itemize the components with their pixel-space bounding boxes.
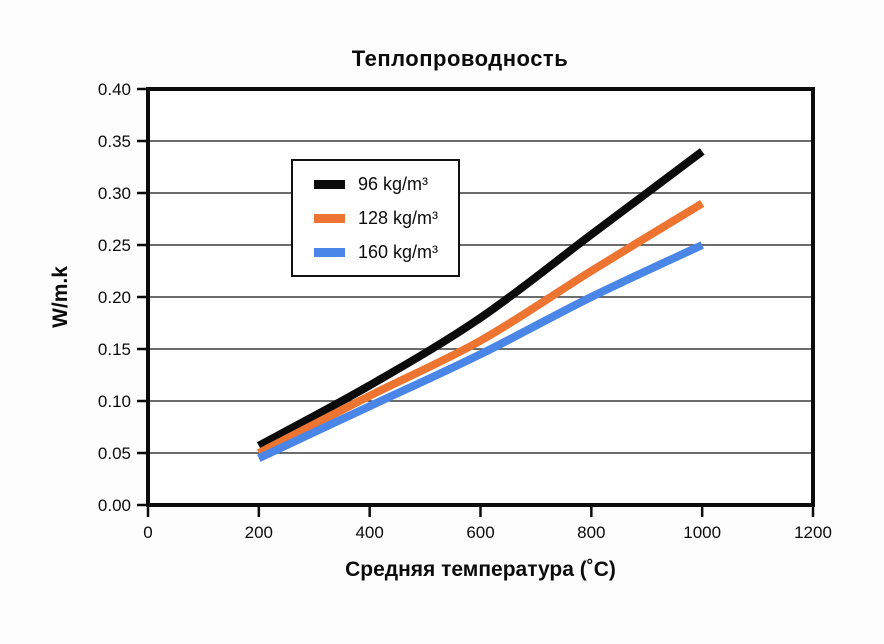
y-tick-label: 0.30: [98, 184, 131, 203]
legend-label: 128 kg/m³: [358, 207, 439, 228]
x-tick-label: 400: [355, 523, 383, 542]
series-line-2: [257, 241, 704, 462]
y-tick-label: 0.35: [98, 132, 131, 151]
y-axis-label: W/m.k: [49, 266, 72, 328]
legend-swatch-icon: [314, 213, 345, 223]
x-tick-label: 800: [577, 523, 605, 542]
legend-swatch-icon: [314, 179, 345, 189]
legend: 96 kg/m³ 128 kg/m³ 160 kg/m³: [291, 159, 460, 277]
series-line-1: [257, 199, 705, 457]
legend-swatch-icon: [314, 247, 345, 257]
legend-item-0: 96 kg/m³: [314, 174, 458, 195]
x-tick-label: 0: [143, 523, 152, 542]
y-tick-label: 0.40: [98, 80, 131, 99]
x-tick-label: 200: [245, 523, 273, 542]
x-tick-label: 1000: [683, 523, 721, 542]
y-tick-label: 0.20: [98, 288, 131, 307]
legend-label: 160 kg/m³: [358, 241, 439, 262]
x-tick-label: 1200: [794, 523, 832, 542]
x-tick-label: 600: [466, 523, 494, 542]
y-tick-label: 0.10: [98, 392, 131, 411]
chart-title: Теплопроводность: [351, 46, 569, 71]
y-tick-label: 0.05: [98, 444, 131, 463]
x-axis-label: Средняя температура (˚C): [345, 558, 616, 581]
legend-label: 96 kg/m³: [358, 173, 429, 194]
y-tick-label: 0.15: [98, 340, 131, 359]
legend-item-1: 128 kg/m³: [314, 208, 458, 229]
y-tick-label: 0.00: [98, 496, 131, 515]
legend-item-2: 160 kg/m³: [314, 242, 458, 263]
y-tick-label: 0.25: [98, 236, 131, 255]
series-line-0: [256, 148, 705, 450]
